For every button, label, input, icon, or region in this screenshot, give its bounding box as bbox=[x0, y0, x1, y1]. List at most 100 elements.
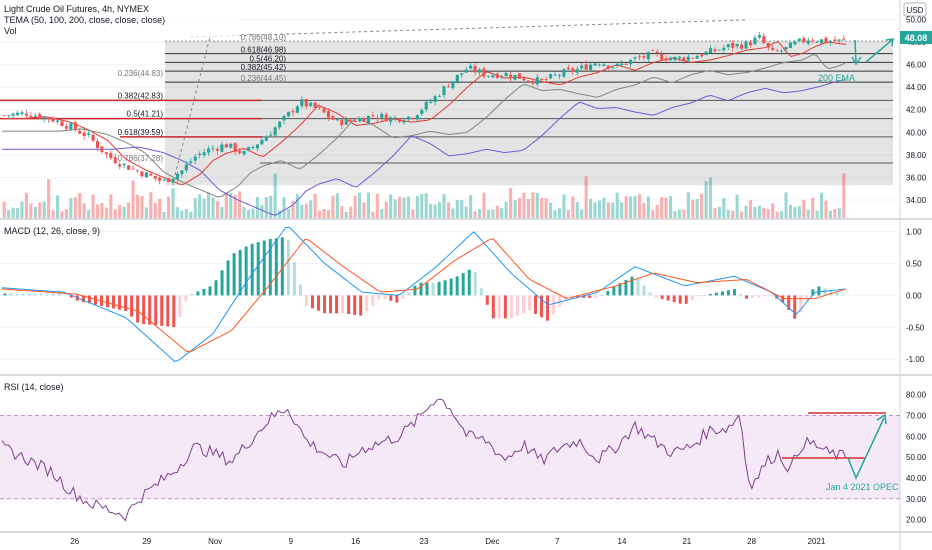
macd-histogram-bar bbox=[15, 293, 19, 296]
candle-body bbox=[20, 112, 24, 114]
fib-level-label: 0.382(45.42) bbox=[241, 63, 287, 72]
volume-bar bbox=[189, 211, 193, 218]
macd-title[interactable]: MACD (12, 26, close, 9) bbox=[4, 226, 100, 236]
macd-histogram-bar bbox=[582, 295, 586, 298]
volume-bar bbox=[375, 193, 379, 218]
candle-body bbox=[540, 78, 544, 80]
macd-histogram-bar bbox=[274, 238, 278, 296]
candle-body bbox=[380, 113, 384, 118]
candle-body bbox=[109, 152, 113, 159]
volume-bar bbox=[393, 199, 397, 218]
macd-histogram-bar bbox=[136, 295, 140, 323]
price-pane[interactable]: 0.786(48.10)0.618(46.98)0.5(46.20)0.382(… bbox=[0, 0, 932, 218]
volume-bar bbox=[429, 203, 433, 218]
candle-body bbox=[211, 148, 215, 150]
fib-retracement-right[interactable]: 0.786(48.10) 0.618(46.98)0.5(46.20)0.382(… bbox=[165, 33, 893, 186]
macd-histogram-bar bbox=[419, 282, 423, 296]
candle-body bbox=[775, 50, 779, 52]
candle-body bbox=[358, 118, 362, 122]
candle-body bbox=[815, 41, 819, 43]
candle-body bbox=[255, 144, 259, 149]
candle-body bbox=[318, 107, 322, 108]
candle-body bbox=[7, 115, 11, 117]
candle-body bbox=[344, 118, 348, 125]
macd-histogram bbox=[3, 237, 845, 328]
time-tick-label: 7 bbox=[555, 537, 560, 546]
volume-bar bbox=[455, 200, 459, 218]
candle-body bbox=[442, 86, 446, 96]
candle-body bbox=[153, 175, 157, 179]
macd-histogram-bar bbox=[286, 239, 290, 296]
indicator-tema[interactable]: TEMA (50, 100, 200, close, close, close) bbox=[4, 15, 165, 25]
candle-body bbox=[491, 75, 495, 78]
candle-body bbox=[633, 57, 637, 59]
volume-bar bbox=[633, 196, 637, 218]
macd-histogram-bar bbox=[521, 295, 525, 314]
volume-bar bbox=[793, 207, 797, 218]
volume-bar bbox=[313, 193, 317, 218]
rsi-tick-label: 80.00 bbox=[906, 391, 927, 400]
macd-histogram-bar bbox=[232, 253, 236, 296]
volume-bar bbox=[446, 202, 450, 218]
volume-bar bbox=[202, 198, 206, 218]
fib-level-label: 0.786(48.10) bbox=[241, 33, 287, 42]
macd-histogram-bar bbox=[835, 292, 839, 296]
currency-badge[interactable]: USD bbox=[903, 2, 927, 17]
volume-bar bbox=[526, 199, 530, 218]
candle-body bbox=[726, 44, 730, 48]
volume-bar bbox=[740, 211, 744, 218]
tema-200-line bbox=[2, 79, 847, 216]
candle-body bbox=[651, 50, 655, 52]
volume-bar bbox=[766, 208, 770, 218]
candle-body bbox=[353, 120, 357, 122]
candle-body bbox=[660, 54, 664, 60]
candle-body bbox=[668, 58, 673, 61]
candle-body bbox=[788, 42, 793, 49]
candle-body bbox=[366, 115, 371, 124]
candle-body bbox=[184, 164, 188, 171]
volume-bar bbox=[540, 197, 544, 218]
time-tick-label: Nov bbox=[208, 537, 222, 546]
candle-body bbox=[673, 56, 677, 60]
candle-body bbox=[309, 102, 313, 106]
time-tick-label: 21 bbox=[682, 537, 691, 546]
candle-body bbox=[82, 132, 86, 137]
candle-body bbox=[500, 75, 504, 77]
volume-bar bbox=[300, 204, 304, 218]
macd-pane[interactable]: -1.00 -0.50 0.00 0.50 1.00 MACD (12, 26, clo… bbox=[0, 226, 925, 364]
macd-histogram-bar bbox=[624, 279, 628, 296]
volume-bar bbox=[815, 210, 819, 218]
volume-bar bbox=[597, 200, 602, 218]
projection-arrow[interactable] bbox=[851, 38, 894, 66]
chart-title: Light Crude Oil Futures, 4h, NYMEX bbox=[4, 4, 149, 14]
macd-histogram-bar bbox=[292, 262, 296, 296]
rsi-pane[interactable]: 20.00 30.00 40.00 50.00 60.00 70.00 80.00 RSI … bbox=[0, 382, 927, 525]
candle-body bbox=[73, 122, 77, 130]
indicator-volume[interactable]: Vol bbox=[4, 26, 17, 36]
candle-body bbox=[824, 37, 828, 43]
time-axis[interactable]: 26 29 Nov 9 16 23 Dec 7 14 21 28 2021 bbox=[70, 537, 826, 546]
candle-body bbox=[620, 63, 624, 66]
rsi-axis: 20.00 30.00 40.00 50.00 60.00 70.00 80.00 bbox=[906, 391, 927, 525]
candle-body bbox=[744, 41, 748, 49]
macd-histogram-bar bbox=[57, 293, 61, 296]
macd-tick-label: -0.50 bbox=[906, 323, 925, 332]
volume-bar bbox=[460, 200, 464, 218]
volume-bar bbox=[224, 192, 228, 218]
volume-bar bbox=[122, 206, 126, 218]
macd-histogram-bar bbox=[335, 295, 339, 314]
candle-body bbox=[704, 51, 708, 56]
macd-histogram-bar bbox=[479, 288, 483, 296]
candle-body bbox=[557, 74, 562, 76]
macd-histogram-bar bbox=[160, 295, 164, 326]
macd-histogram-bar bbox=[690, 295, 694, 300]
volume-bar bbox=[477, 209, 482, 218]
trend-line[interactable] bbox=[189, 19, 746, 38]
macd-histogram-bar bbox=[473, 271, 477, 296]
volume-bar bbox=[220, 206, 224, 218]
rsi-title[interactable]: RSI (14, close) bbox=[4, 382, 64, 392]
macd-histogram-bar bbox=[503, 295, 507, 319]
candle-body bbox=[118, 164, 122, 167]
rsi-annotations[interactable]: Jan 4 2021 OPEC bbox=[782, 412, 899, 492]
